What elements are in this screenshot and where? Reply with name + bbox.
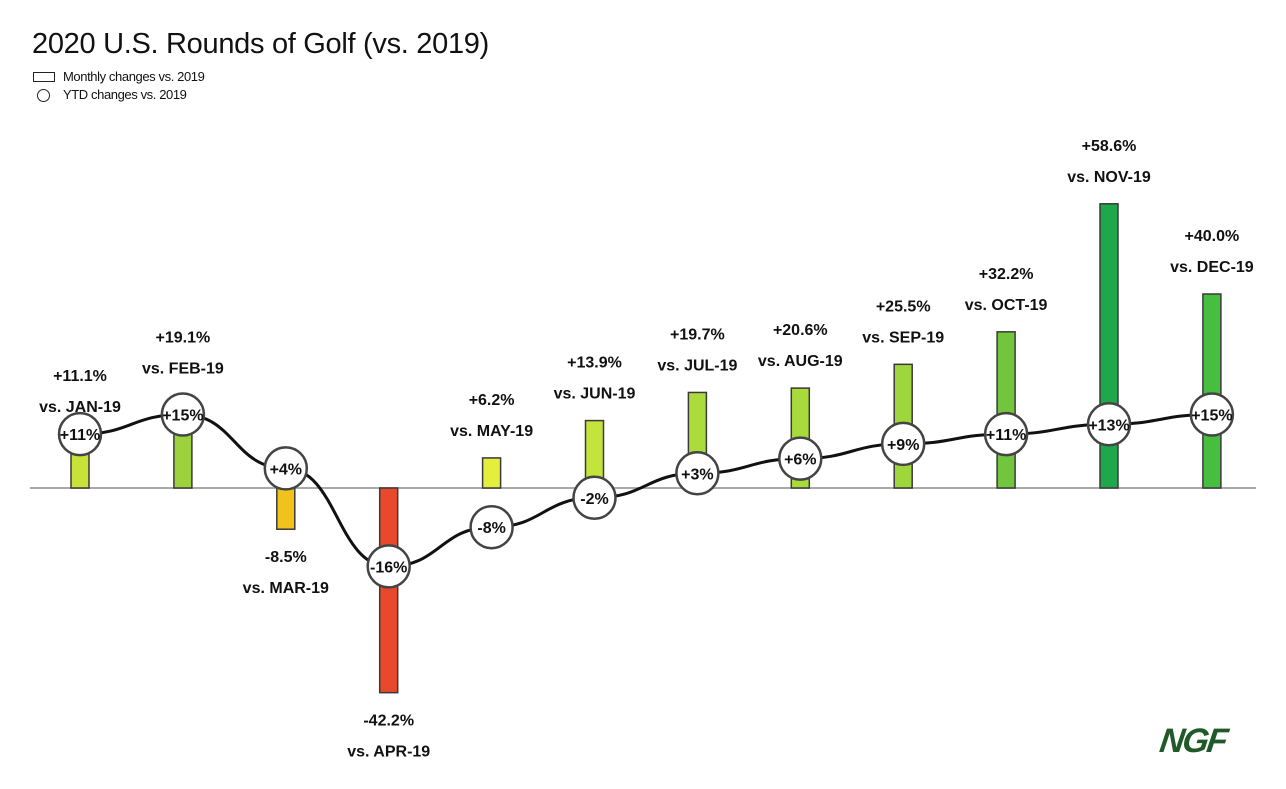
ytd-marker bbox=[675, 451, 720, 496]
legend-label: Monthly changes vs. 2019 bbox=[63, 69, 205, 84]
bar-apr-19 bbox=[378, 487, 399, 694]
bar-oct-19 bbox=[996, 331, 1016, 489]
ytd-marker bbox=[572, 475, 617, 521]
bar-category-label: vs. AUG-19 bbox=[758, 353, 843, 370]
bar-category-label: vs. JUN-19 bbox=[554, 386, 636, 403]
bar-value-label: +40.0% bbox=[1185, 228, 1240, 245]
ytd-marker bbox=[983, 411, 1029, 457]
ytd-marker bbox=[263, 446, 309, 491]
ytd-marker bbox=[366, 544, 411, 589]
ytd-label: -2% bbox=[580, 491, 608, 508]
bar-category-label: vs. MAR-19 bbox=[243, 580, 329, 597]
ytd-line bbox=[79, 412, 1212, 568]
ytd-label: +3% bbox=[681, 466, 713, 483]
bar-dec-19 bbox=[1202, 293, 1222, 489]
legend-circle-swatch bbox=[37, 88, 50, 102]
legend-rect-swatch bbox=[33, 72, 55, 82]
bar-value-label: +13.9% bbox=[567, 355, 622, 372]
bar-value-label: +19.1% bbox=[156, 329, 211, 346]
ytd-label: +13% bbox=[1088, 417, 1129, 434]
bar-value-label: +32.2% bbox=[979, 266, 1034, 283]
ytd-marker bbox=[778, 436, 823, 481]
ytd-label: +4% bbox=[270, 461, 302, 478]
bar-category-label: vs. JAN-19 bbox=[39, 399, 121, 416]
legend: Monthly changes vs. 2019 YTD changes vs.… bbox=[33, 68, 205, 104]
bar-value-label: +11.1% bbox=[53, 368, 107, 385]
bar-value-label: -8.5% bbox=[265, 549, 307, 566]
ytd-label: -16% bbox=[370, 559, 407, 576]
bar-value-label: +58.6% bbox=[1082, 138, 1137, 155]
bar-value-label: -42.2% bbox=[363, 713, 414, 730]
bar-value-label: +25.5% bbox=[876, 298, 931, 315]
legend-label: YTD changes vs. 2019 bbox=[63, 87, 187, 102]
ytd-marker bbox=[880, 421, 926, 467]
ytd-label: +9% bbox=[887, 437, 919, 454]
bar-category-label: vs. DEC-19 bbox=[1170, 259, 1254, 276]
ytd-label: -8% bbox=[477, 520, 505, 537]
bar-category-label: vs. NOV-19 bbox=[1067, 169, 1151, 186]
bar-value-label: +6.2% bbox=[469, 392, 515, 409]
bar-category-label: vs. SEP-19 bbox=[862, 329, 944, 346]
ytd-label: +11% bbox=[986, 427, 1026, 444]
bar-category-label: vs. APR-19 bbox=[347, 744, 430, 761]
chart-title: 2020 U.S. Rounds of Golf (vs. 2019) bbox=[32, 28, 489, 60]
ytd-label: +15% bbox=[162, 408, 203, 425]
bar-value-label: +20.6% bbox=[773, 322, 828, 339]
bar-category-label: vs. MAY-19 bbox=[450, 423, 533, 440]
legend-item-monthly: Monthly changes vs. 2019 bbox=[33, 68, 205, 86]
ytd-label: +11% bbox=[60, 427, 100, 444]
logo-text: NGF bbox=[1157, 722, 1229, 760]
bar-value-label: +19.7% bbox=[670, 326, 725, 343]
ytd-marker bbox=[1189, 392, 1235, 437]
ytd-marker bbox=[57, 411, 103, 457]
bar-mar-19 bbox=[276, 487, 296, 530]
ytd-label: +6% bbox=[784, 452, 816, 469]
bar-category-label: vs. FEB-19 bbox=[142, 360, 224, 377]
bar-may-19 bbox=[481, 457, 502, 489]
legend-item-ytd: YTD changes vs. 2019 bbox=[33, 86, 204, 104]
ytd-marker bbox=[160, 392, 206, 437]
ytd-marker bbox=[1086, 402, 1132, 447]
ytd-label: +15% bbox=[1191, 408, 1232, 425]
bar-category-label: vs. OCT-19 bbox=[965, 297, 1048, 314]
ytd-marker bbox=[469, 504, 514, 550]
bar-category-label: vs. JUL-19 bbox=[657, 357, 737, 374]
ngf-logo: NGF bbox=[1157, 722, 1228, 761]
